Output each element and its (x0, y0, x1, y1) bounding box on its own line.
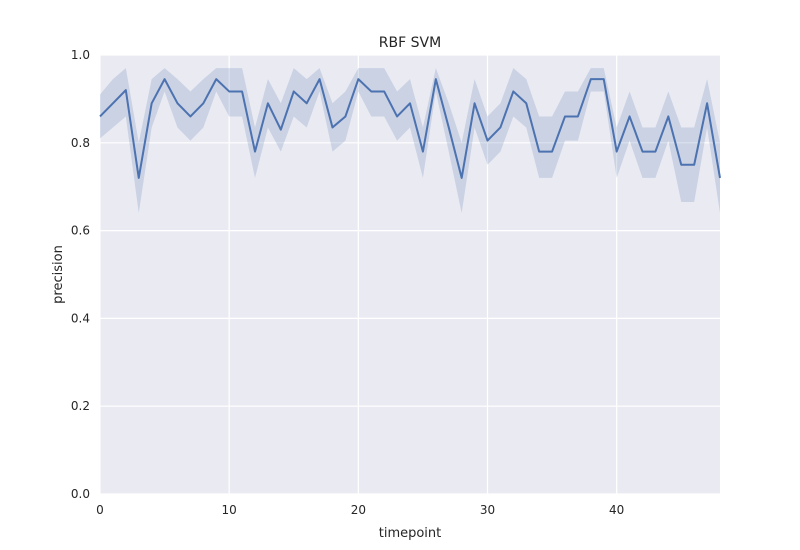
y-tick-labels: 0.0 0.2 0.4 0.6 0.8 1.0 (71, 48, 90, 501)
x-tick-label: 10 (222, 503, 237, 517)
y-tick-label: 0.2 (71, 399, 90, 413)
y-tick-label: 0.0 (71, 487, 90, 501)
x-tick-label: 20 (351, 503, 366, 517)
y-tick-label: 1.0 (71, 48, 90, 62)
y-tick-label: 0.8 (71, 136, 90, 150)
y-tick-label: 0.4 (71, 311, 90, 325)
y-axis-label: precision (51, 245, 66, 304)
x-tick-labels: 0 10 20 30 40 (96, 503, 624, 517)
series-line (99, 78, 721, 179)
x-tick-label: 0 (96, 503, 104, 517)
chart-title: RBF SVM (379, 35, 441, 51)
y-gridlines (100, 54, 720, 495)
x-gridlines (99, 55, 618, 494)
confidence-band (100, 68, 720, 214)
x-tick-label: 40 (609, 503, 624, 517)
x-axis-label: timepoint (379, 526, 442, 541)
y-tick-label: 0.6 (71, 224, 90, 238)
x-tick-label: 30 (480, 503, 495, 517)
